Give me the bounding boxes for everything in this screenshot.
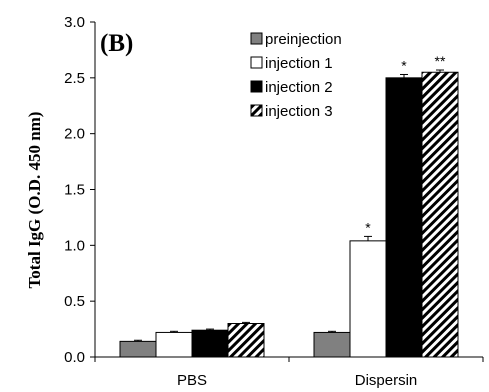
y-axis-label: Total IgG (O.D. 450 nm) <box>25 112 44 289</box>
legend: preinjection injection 1 injection 2 inject… <box>250 31 342 120</box>
y-tick-label: 0.0 <box>64 349 85 366</box>
legend-label: injection 2 <box>265 79 333 96</box>
bar <box>155 331 193 358</box>
legend-swatch <box>250 104 263 117</box>
bar <box>227 323 265 358</box>
legend-label: injection 1 <box>265 55 333 72</box>
panel-label: (B) <box>100 30 133 57</box>
y-tick-label: 0.5 <box>64 293 85 310</box>
y-tick-label: 2.0 <box>64 126 85 143</box>
bar <box>385 77 423 358</box>
y-tick-label: 1.5 <box>64 182 85 199</box>
legend-label: preinjection <box>265 31 342 48</box>
legend-label: injection 3 <box>265 103 333 120</box>
x-category-label: PBS <box>177 372 207 389</box>
legend-swatch <box>250 56 263 69</box>
y-tick-label: 3.0 <box>64 14 85 31</box>
bar <box>191 329 229 358</box>
significance-marker: * <box>401 57 407 73</box>
y-tick-label: 2.5 <box>64 70 85 87</box>
bars: ** ** <box>119 53 459 358</box>
y-axis-ticks: 0.0 0.5 1.0 1.5 2.0 2.5 3.0 <box>64 14 95 366</box>
x-axis-categories: PBS Dispersin <box>94 357 484 389</box>
legend-swatch <box>250 80 263 93</box>
significance-marker: * <box>365 219 371 235</box>
bar <box>421 71 459 358</box>
x-category-label: Dispersin <box>355 372 418 389</box>
significance-marker: ** <box>435 53 446 69</box>
y-tick-label: 1.0 <box>64 237 85 254</box>
bar <box>119 340 157 358</box>
bar <box>349 240 387 358</box>
legend-swatch <box>250 32 263 45</box>
bar <box>313 331 351 358</box>
